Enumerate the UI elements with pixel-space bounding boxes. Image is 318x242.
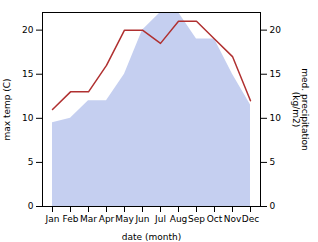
svg-text:5: 5 — [270, 157, 276, 167]
svg-text:Apr: Apr — [99, 214, 115, 224]
svg-text:0: 0 — [270, 201, 276, 211]
svg-text:15: 15 — [22, 69, 33, 79]
svg-text:5: 5 — [28, 157, 34, 167]
svg-text:Dec: Dec — [242, 214, 259, 224]
svg-text:10: 10 — [22, 113, 34, 123]
svg-text:Mar: Mar — [80, 214, 97, 224]
svg-text:Jun: Jun — [134, 214, 149, 224]
svg-text:10: 10 — [270, 113, 282, 123]
svg-text:Nov: Nov — [224, 214, 242, 224]
svg-text:max temp (C): max temp (C) — [2, 78, 12, 140]
svg-text:Jul: Jul — [154, 214, 166, 224]
svg-text:Sep: Sep — [188, 214, 205, 224]
svg-text:Feb: Feb — [63, 214, 79, 224]
svg-text:20: 20 — [270, 25, 282, 35]
svg-text:Jan: Jan — [45, 214, 60, 224]
svg-text:med. precipitation(kg/m2): med. precipitation(kg/m2) — [291, 68, 310, 150]
svg-text:20: 20 — [22, 25, 34, 35]
svg-text:0: 0 — [28, 201, 34, 211]
svg-text:15: 15 — [270, 69, 281, 79]
svg-text:Oct: Oct — [207, 214, 223, 224]
svg-text:date (month): date (month) — [122, 232, 181, 242]
svg-text:May: May — [115, 214, 134, 224]
svg-text:Aug: Aug — [170, 214, 188, 224]
